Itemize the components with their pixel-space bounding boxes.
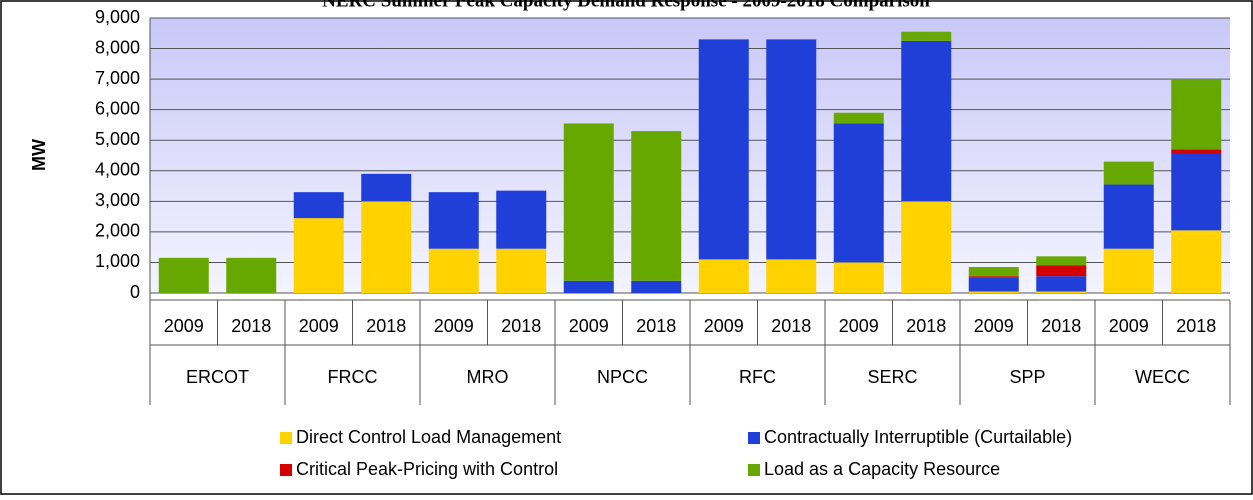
bar-segment [833,112,884,124]
x-tick-label: 2009 [1109,316,1149,336]
bar-segment [428,248,479,293]
bar-segment [901,31,952,41]
bar-segment [496,248,547,293]
bar-segment [293,218,344,293]
bar-segment [563,280,614,293]
y-tick-label: 4,000 [95,160,140,180]
bar-segment [1171,153,1222,231]
bar-segment [563,123,614,281]
bar-segment [766,39,817,260]
x-tick-label: 2009 [974,316,1014,336]
x-tick-label: 2009 [569,316,609,336]
group-label: MRO [467,367,509,387]
bar-segment [1103,248,1154,293]
legend-label: Direct Control Load Management [296,427,561,447]
bar-segment [1171,230,1222,293]
bar-segment [226,257,277,293]
y-tick-label: 6,000 [95,98,140,118]
bar-segment [158,257,209,293]
x-tick-label: 2018 [366,316,406,336]
x-tick-label: 2018 [501,316,541,336]
x-tick-label: 2009 [839,316,879,336]
group-label: SPP [1009,367,1045,387]
y-tick-label: 9,000 [95,7,140,27]
y-tick-label: 0 [130,282,140,302]
x-tick-label: 2009 [164,316,204,336]
bar-segment [1171,149,1222,154]
bar-segment [361,201,412,293]
bar-segment [1171,79,1222,150]
bar-segment [968,291,1019,293]
bar-segment [968,276,1019,278]
group-label: NPCC [597,367,648,387]
y-tick-label: 2,000 [95,221,140,241]
bar-segment [496,190,547,249]
bar-segment [968,277,1019,292]
y-tick-label: 7,000 [95,68,140,88]
bar-segment [361,173,412,202]
bar-segment [631,280,682,293]
bar-segment [631,131,682,281]
y-tick-label: 5,000 [95,129,140,149]
bar-segment [698,39,749,260]
x-tick-label: 2018 [1176,316,1216,336]
bar-segment [1036,265,1087,277]
bar-segment [1036,291,1087,293]
group-label: RFC [739,367,776,387]
y-tick-label: 3,000 [95,190,140,210]
bar-segment [1036,256,1087,266]
bar-segment [293,192,344,219]
x-tick-label: 2009 [299,316,339,336]
legend-label: Critical Peak-Pricing with Control [296,459,558,479]
x-tick-label: 2018 [771,316,811,336]
y-tick-label: 1,000 [95,251,140,271]
bar-segment [901,201,952,293]
group-label: ERCOT [186,367,249,387]
legend-label: Contractually Interruptible (Curtailable… [764,427,1072,447]
x-tick-label: 2018 [1041,316,1081,336]
chart-title: NERC Summer Peak Capacity Demand Respons… [322,0,930,11]
bar-segment [698,259,749,293]
bar-segment [901,40,952,202]
group-label: SERC [867,367,917,387]
x-tick-label: 2018 [636,316,676,336]
bar-segment [833,262,884,293]
legend-swatch [748,464,760,476]
x-tick-label: 2009 [434,316,474,336]
y-tick-label: 8,000 [95,37,140,57]
legend-swatch [748,432,760,444]
legend-label: Load as a Capacity Resource [764,459,1000,479]
y-axis-label: MW [29,139,49,171]
bar-segment [968,267,1019,277]
bar-segment [766,259,817,293]
bar-segment [428,192,479,249]
x-tick-label: 2018 [906,316,946,336]
bar-segment [1103,184,1154,249]
legend-swatch [280,432,292,444]
group-label: WECC [1135,367,1190,387]
group-label: FRCC [328,367,378,387]
legend-swatch [280,464,292,476]
bar-segment [1036,276,1087,292]
x-tick-label: 2009 [704,316,744,336]
x-tick-label: 2018 [231,316,271,336]
bar-segment [1103,161,1154,185]
bar-segment [833,123,884,263]
